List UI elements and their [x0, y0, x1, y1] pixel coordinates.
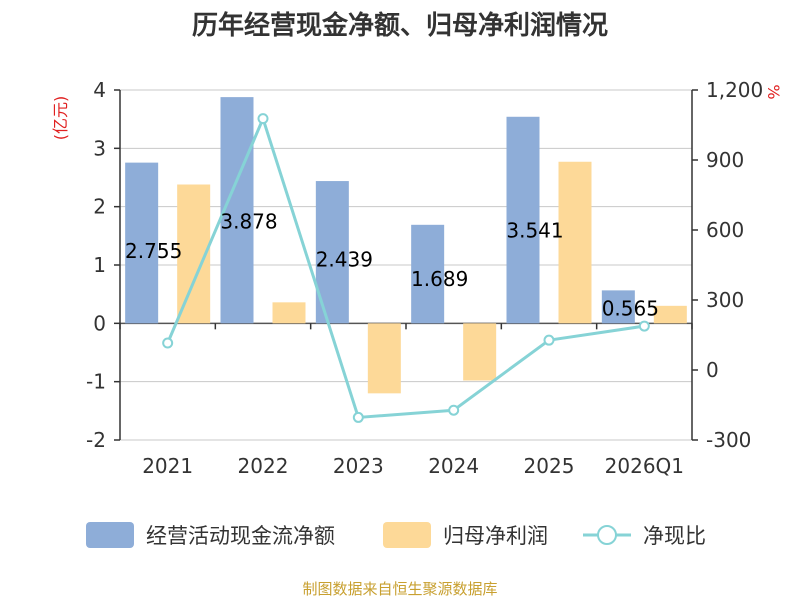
cashflow-bar [601, 290, 635, 324]
cashflow-bar [220, 97, 254, 324]
left-tick-label: 2 [93, 195, 106, 219]
chart-title: 历年经营现金净额、归母净利润情况 [192, 10, 608, 41]
ratio-point [448, 404, 460, 416]
cashflow-data-label: 3.878 [220, 210, 277, 234]
net-profit-bar [367, 323, 401, 394]
cashflow-data-label: 2.755 [125, 239, 182, 263]
tick-labels: 4 3 2 1 0 -1 -2 1,200 900 600 300 0 -300 2021 2022 2023… [86, 78, 763, 478]
left-tick-label: 3 [93, 136, 106, 160]
ratio-point [257, 113, 269, 125]
ratio-point [638, 320, 650, 332]
right-tick-label: -300 [706, 428, 751, 452]
left-tick-label: -1 [86, 370, 106, 394]
right-tick-label: 0 [706, 358, 719, 382]
cashflow-data-label: 1.689 [411, 267, 468, 291]
legend-label-net-profit: 归母净利润 [443, 524, 548, 548]
left-tick-label: 4 [93, 78, 106, 102]
cashflow-bar [411, 224, 445, 324]
right-axis-unit: % [764, 84, 783, 99]
net-profit-bar [653, 305, 687, 324]
cashflow-bar [506, 116, 540, 324]
x-tick-label: 2023 [333, 454, 384, 478]
legend-marker-ratio [597, 525, 617, 545]
cashflow-data-label: 0.565 [602, 297, 659, 321]
right-tick-label: 600 [706, 218, 744, 242]
left-tick-label: 1 [93, 253, 106, 277]
legend: 经营活动现金流净额 归母净利润 净现比 [86, 522, 706, 548]
cashflow-data-label: 2.439 [316, 247, 373, 271]
source-note: 制图数据来自恒生聚源数据库 [302, 580, 497, 598]
net-profit-bar [272, 302, 306, 324]
ratio-line-path [166, 117, 645, 419]
right-tick-label: 900 [706, 148, 744, 172]
ratio-point [543, 334, 555, 346]
axes [114, 89, 698, 441]
data-labels: 2.755 3.878 2.439 1.689 3.541 0.565 [125, 210, 659, 321]
x-tick-label: 2026Q1 [605, 454, 684, 478]
x-tick-label: 2024 [428, 454, 479, 478]
ratio-point [352, 411, 364, 423]
net-profit-bar [463, 323, 497, 381]
legend-label-cashflow: 经营活动现金流净额 [146, 524, 335, 548]
x-tick-label: 2025 [524, 454, 575, 478]
x-tick-label: 2022 [238, 454, 289, 478]
left-tick-label: 0 [93, 311, 106, 335]
ratio-line [162, 113, 650, 423]
left-axis-unit: (亿元) [51, 96, 70, 141]
right-tick-label: 300 [706, 288, 744, 312]
net-profit-bar [558, 161, 592, 324]
cashflow-bar [125, 162, 159, 324]
legend-swatch-cashflow [86, 522, 134, 548]
legend-label-ratio: 净现比 [643, 524, 706, 548]
left-tick-label: -2 [86, 428, 106, 452]
cashflow-data-label: 3.541 [506, 218, 563, 242]
right-tick-label: 1,200 [706, 78, 763, 102]
x-tick-label: 2021 [142, 454, 193, 478]
ratio-point [162, 337, 174, 349]
legend-swatch-net-profit [383, 522, 431, 548]
